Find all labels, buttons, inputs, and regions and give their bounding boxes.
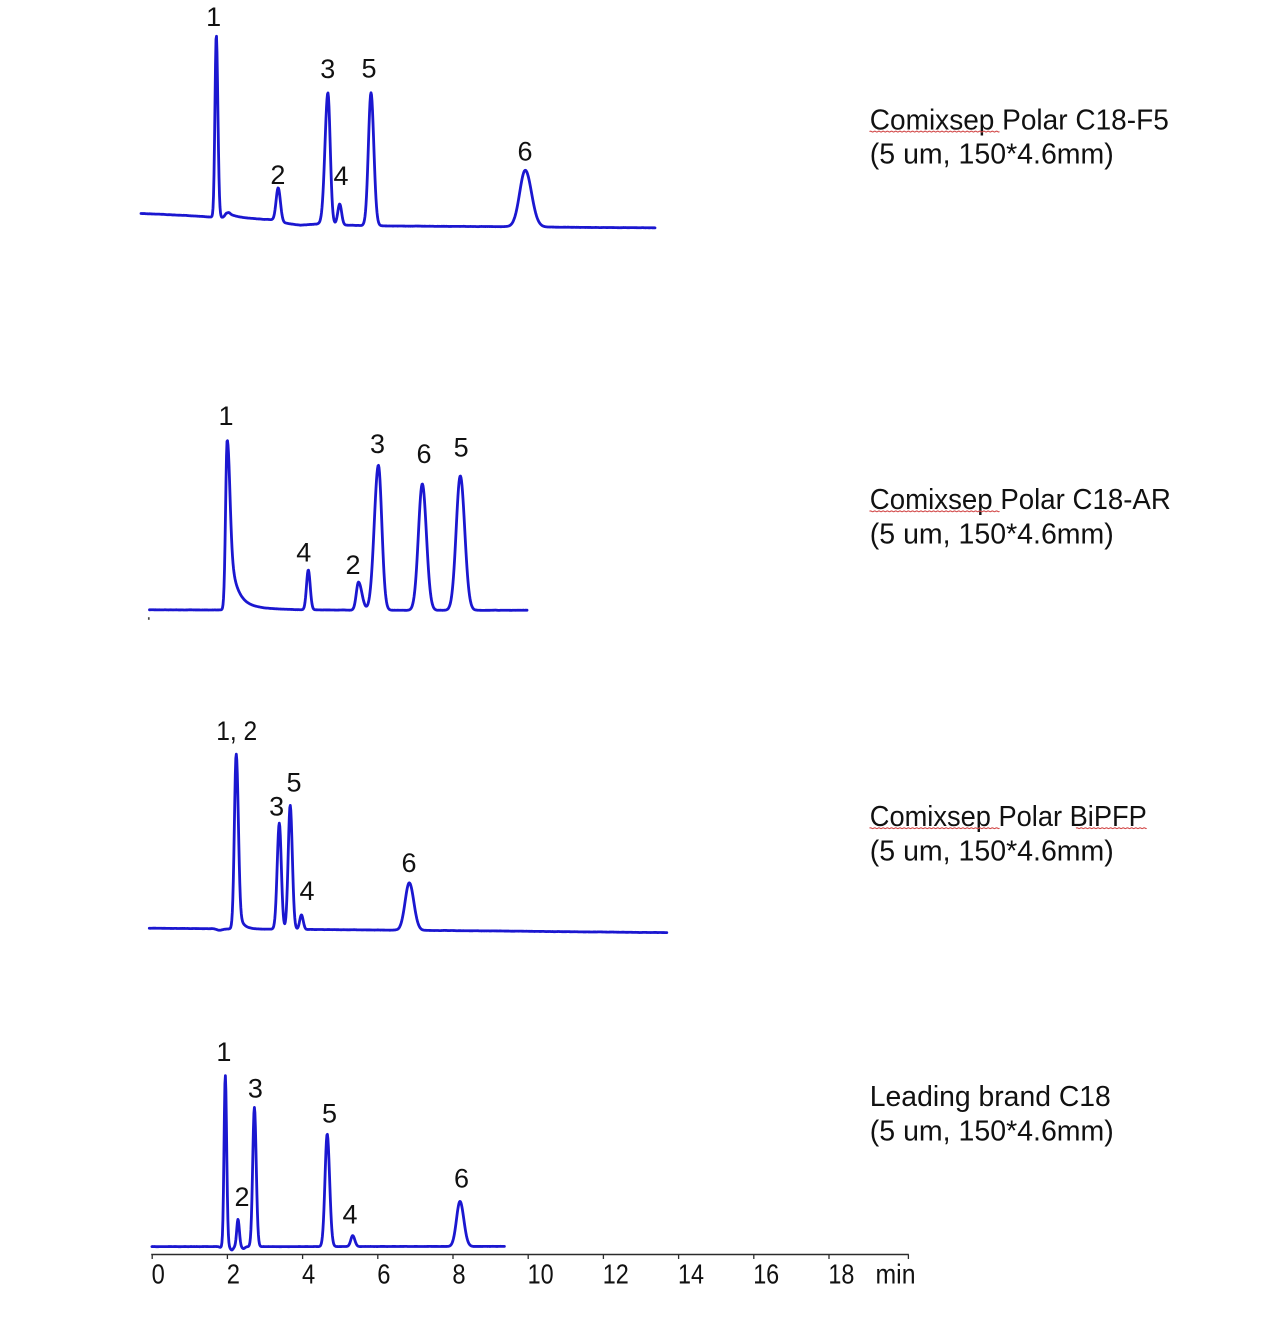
svg-text:6: 6 <box>416 439 431 469</box>
svg-text:3: 3 <box>320 54 335 84</box>
svg-text:1: 1 <box>206 2 221 32</box>
svg-text:6: 6 <box>454 1164 469 1194</box>
svg-text:12: 12 <box>603 1259 629 1290</box>
svg-text:min: min <box>876 1259 916 1290</box>
svg-text:6: 6 <box>517 137 532 167</box>
svg-text:2: 2 <box>345 550 360 580</box>
svg-text:18: 18 <box>828 1259 854 1290</box>
svg-text:1: 1 <box>216 1037 231 1067</box>
svg-text:1: 1 <box>218 401 233 431</box>
svg-text:4: 4 <box>333 161 348 191</box>
svg-text:Leading brand C18: Leading brand C18 <box>870 1081 1111 1113</box>
svg-text:3: 3 <box>269 792 284 822</box>
svg-text:6: 6 <box>377 1259 390 1290</box>
svg-text:(5 um, 150*4.6mm): (5 um, 150*4.6mm) <box>870 835 1114 867</box>
svg-text:(5 um, 150*4.6mm): (5 um, 150*4.6mm) <box>870 1115 1114 1147</box>
svg-text:2: 2 <box>234 1182 249 1212</box>
svg-text:3: 3 <box>248 1074 263 1104</box>
svg-text:2: 2 <box>227 1259 240 1290</box>
svg-text:5: 5 <box>361 54 376 84</box>
svg-text:4: 4 <box>302 1259 315 1290</box>
svg-text:(5 um, 150*4.6mm): (5 um, 150*4.6mm) <box>870 139 1114 171</box>
svg-text:10: 10 <box>528 1259 554 1290</box>
svg-text:1, 2: 1, 2 <box>216 716 257 746</box>
svg-text:3: 3 <box>370 429 385 459</box>
svg-text:16: 16 <box>753 1259 779 1290</box>
svg-text:14: 14 <box>678 1259 704 1290</box>
svg-text:Comixsep Polar C18-F5: Comixsep Polar C18-F5 <box>870 104 1169 136</box>
svg-text:8: 8 <box>452 1259 465 1290</box>
svg-text:4: 4 <box>296 538 311 568</box>
svg-text:5: 5 <box>286 768 301 798</box>
svg-text:5: 5 <box>454 433 469 463</box>
svg-text:4: 4 <box>299 876 314 906</box>
svg-text:0: 0 <box>152 1259 165 1290</box>
svg-text:4: 4 <box>342 1200 357 1230</box>
svg-text:2: 2 <box>270 160 285 190</box>
svg-text:5: 5 <box>322 1099 337 1129</box>
svg-text:(5 um, 150*4.6mm): (5 um, 150*4.6mm) <box>870 519 1114 551</box>
svg-text:6: 6 <box>401 848 416 878</box>
